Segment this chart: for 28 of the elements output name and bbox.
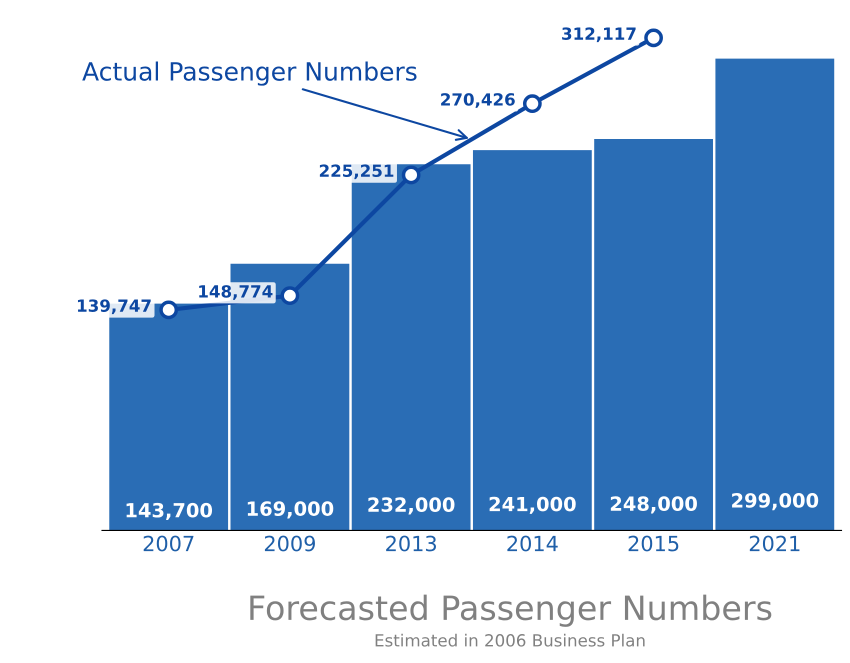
data-label: 148,774 — [199, 285, 272, 300]
data-label: 312,117 — [562, 27, 636, 42]
x-tick-label: 2013 — [386, 536, 436, 552]
point — [159, 300, 178, 320]
x-tick-label: 2009 — [264, 536, 315, 552]
data-label: 139,747 — [78, 299, 151, 314]
point — [402, 166, 421, 184]
data-label: 241,000 — [490, 496, 576, 514]
x-tick-label: 2014 — [507, 536, 558, 552]
x-tick-label: 2007 — [144, 536, 194, 552]
point — [522, 94, 542, 114]
bar — [715, 58, 834, 530]
data-label: 143,700 — [126, 502, 212, 520]
bar — [594, 139, 713, 530]
data-label: 248,000 — [610, 496, 697, 514]
text: Forecasted Passenger Numbers — [250, 594, 772, 627]
text: Estimated in 2006 Business Plan — [376, 634, 645, 647]
x-tick-label: 2021 — [750, 536, 800, 552]
bar — [472, 150, 592, 530]
data-label: 232,000 — [368, 497, 454, 514]
x-tick-label: 2015 — [628, 536, 678, 552]
data-label: 225,251 — [320, 164, 394, 180]
data-label: 270,426 — [441, 93, 515, 108]
data-label: 299,000 — [732, 493, 818, 510]
text: Actual Passenger Numbers — [82, 61, 417, 86]
point — [280, 286, 300, 306]
data-label: 169,000 — [248, 501, 334, 518]
point — [644, 28, 663, 48]
